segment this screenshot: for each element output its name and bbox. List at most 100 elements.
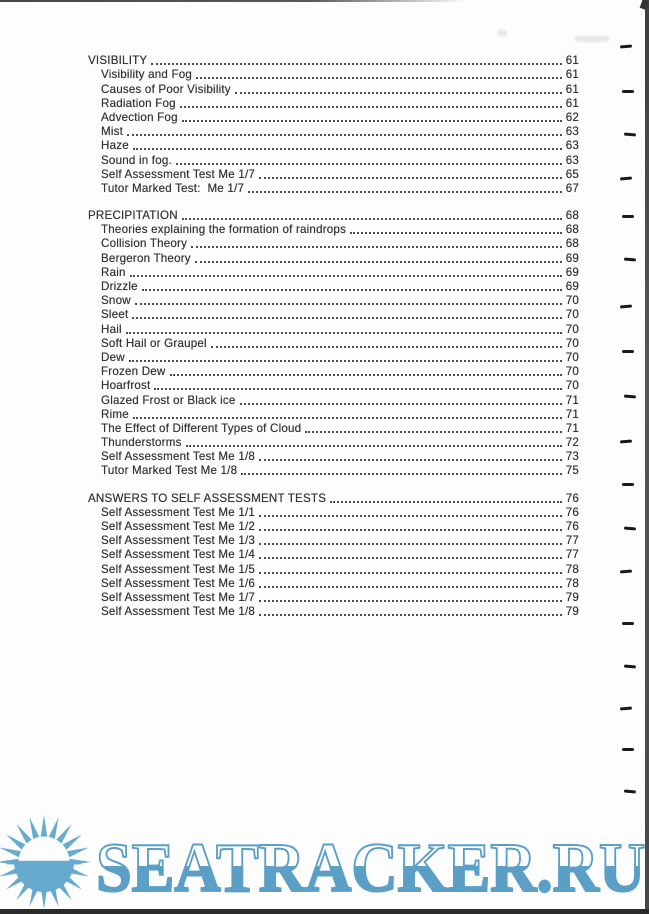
page-top-edge — [0, 0, 649, 2]
dot-leader — [132, 416, 562, 419]
toc-section: ANSWERS TO SELF ASSESSMENT TESTS 76 Self A… — [88, 490, 579, 619]
dot-leader — [259, 599, 562, 602]
toc-entry: Haze 63 — [88, 138, 579, 152]
scan-artifact — [575, 36, 609, 42]
toc-entry-label: Self Assessment Test Me 1/3 — [101, 534, 256, 548]
dot-leader — [259, 585, 562, 588]
toc-heading: PRECIPITATION 68 — [88, 208, 579, 222]
dot-leader — [234, 91, 562, 94]
toc-entry: Bergeron Theory 69 — [88, 250, 579, 265]
toc-entry: Advection Fog 62 — [88, 110, 579, 124]
toc-page-number: 77 — [565, 534, 579, 548]
dot-leader — [259, 557, 562, 560]
table-of-contents: VISIBILITY 61 Visibility and Fog 61 Causes o… — [88, 53, 579, 618]
toc-entry: Rain 69 — [88, 265, 579, 279]
toc-page-number: 69 — [565, 265, 579, 279]
toc-entry: Sound in fog. 63 — [88, 152, 579, 167]
toc-entry-label: Self Assessment Test Me 1/5 — [101, 562, 256, 576]
toc-entry-label: Advection Fog — [101, 110, 178, 124]
toc-entry: Self Assessment Test Me 1/4 77 — [88, 547, 579, 561]
toc-entry-label: Self Assessment Test Me 1/6 — [101, 576, 256, 590]
dot-leader — [259, 176, 562, 179]
toc-entry-label: Causes of Poor Visibility — [101, 82, 231, 96]
toc-entry-label: Tutor Marked Test: Me 1/7 — [101, 181, 245, 195]
toc-page-number: 76 — [565, 491, 579, 505]
toc-entry: Causes of Poor Visibility 61 — [88, 81, 579, 96]
dot-leader — [141, 289, 562, 291]
binding-mark — [622, 622, 634, 625]
dot-leader — [132, 148, 562, 151]
binding-mark — [619, 44, 633, 49]
toc-page-number: 70 — [565, 379, 579, 393]
toc-page-number: 68 — [565, 223, 579, 237]
dot-leader — [259, 514, 562, 517]
toc-section: VISIBILITY 61 Visibility and Fog 61 Causes o… — [88, 53, 579, 195]
dot-leader — [248, 190, 562, 193]
binding-mark — [622, 90, 634, 93]
toc-entry: Tutor Marked Test Me 1/8 75 — [88, 463, 579, 477]
toc-entry-label: Self Assessment Test Me 1/7 — [101, 590, 256, 604]
sun-over-sea-icon — [0, 815, 91, 909]
dot-leader — [134, 303, 562, 306]
toc-page-number: 77 — [565, 548, 579, 562]
toc-entry-label: Self Assessment Test Me 1/4 — [101, 548, 256, 562]
toc-entry-label: Self Assessment Test Me 1/8 — [101, 605, 256, 619]
toc-entry: Self Assessment Test Me 1/6 78 — [88, 576, 579, 590]
dot-leader — [179, 105, 562, 108]
toc-entry: Collision Theory 68 — [88, 236, 579, 250]
binding-mark — [623, 664, 637, 669]
toc-section: PRECIPITATION 68 Theories explaining the f… — [88, 208, 579, 477]
binding-mark — [619, 439, 633, 444]
toc-page-number: 70 — [565, 308, 579, 322]
toc-page-number: 63 — [565, 125, 579, 139]
binding-mark — [622, 350, 634, 353]
page-right-edge — [645, 0, 649, 914]
toc-entry-label: Sound in fog. — [101, 153, 172, 167]
binding-mark — [622, 215, 634, 218]
toc-page-number: 71 — [565, 407, 579, 421]
toc-entry: Radiation Fog 61 — [88, 96, 579, 110]
toc-page-number: 62 — [565, 110, 579, 124]
toc-entry: Self Assessment Test Me 1/5 78 — [88, 561, 579, 576]
toc-entry: Frozen Dew 70 — [88, 364, 579, 378]
toc-page-number: 75 — [565, 464, 579, 478]
toc-entry-label: The Effect of Different Types of Cloud — [101, 421, 302, 435]
binding-mark — [623, 132, 637, 137]
toc-page-number: 73 — [565, 450, 579, 464]
toc-entry-label: Soft Hail or Graupel — [101, 336, 207, 350]
dot-leader — [241, 473, 562, 476]
toc-page-number: 69 — [565, 251, 579, 265]
toc-entry-label: Dew — [101, 350, 125, 364]
toc-entry: Glazed Frost or Black ice 71 — [88, 392, 579, 407]
toc-entry-label: Rain — [101, 265, 126, 279]
dot-leader — [305, 430, 562, 433]
dot-leader — [210, 345, 562, 348]
toc-page-number: 70 — [565, 336, 579, 350]
toc-entry-label: Tutor Marked Test Me 1/8 — [101, 464, 238, 478]
dot-leader — [194, 260, 562, 263]
toc-entry: Dew 70 — [88, 350, 579, 364]
binding-mark — [619, 304, 633, 309]
dot-leader — [125, 331, 562, 334]
dot-leader — [350, 232, 562, 235]
toc-entry: The Effect of Different Types of Cloud 71 — [88, 421, 579, 435]
toc-entry-label: Glazed Frost or Black ice — [101, 393, 236, 407]
dot-leader — [259, 543, 562, 546]
toc-entry: Soft Hail or Graupel 70 — [88, 336, 579, 350]
toc-entry-label: Self Assessment Test Me 1/2 — [101, 520, 256, 533]
toc-entry-label: Visibility and Fog — [101, 68, 193, 82]
toc-page-number: 68 — [565, 209, 579, 223]
toc-entry: Self Assessment Test Me 1/3 77 — [88, 533, 579, 547]
toc-entry-label: Drizzle — [101, 280, 138, 293]
toc-page-number: 79 — [565, 590, 579, 604]
toc-page-number: 63 — [565, 139, 579, 153]
toc-entry-label: Self Assessment Test Me 1/7 — [101, 167, 256, 181]
dot-leader — [191, 246, 562, 249]
dot-leader — [169, 374, 562, 377]
toc-entry-label: Self Assessment Test Me 1/8 — [101, 450, 256, 464]
dot-leader — [181, 218, 562, 221]
toc-entry-label: Hail — [101, 322, 122, 336]
toc-page-number: 70 — [565, 294, 579, 308]
toc-page-number: 78 — [565, 562, 579, 576]
